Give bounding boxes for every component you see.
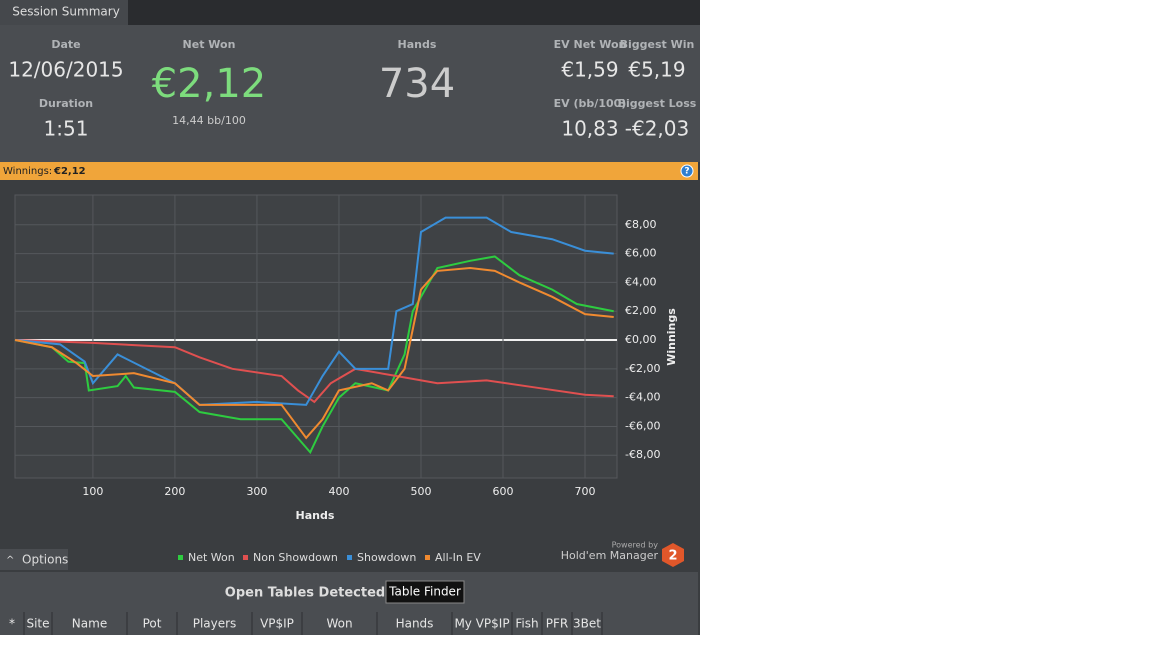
date-label: Date [51, 38, 80, 51]
hands-label: Hands [398, 38, 437, 51]
options-button[interactable] [0, 549, 68, 570]
column-header[interactable]: Site [26, 617, 49, 631]
legend-label: Non Showdown [253, 551, 338, 564]
legend-swatch [243, 555, 248, 560]
powered-by: Powered by [612, 541, 659, 550]
bb100-value: 14,44 bb/100 [172, 114, 246, 127]
table-finder-label[interactable]: Table Finder [388, 585, 461, 599]
biggest-loss-value: -€2,03 [625, 117, 689, 141]
y-tick-label: -€8,00 [625, 448, 660, 461]
column-header[interactable]: Players [193, 617, 237, 631]
y-tick-label: -€2,00 [625, 362, 660, 375]
table-header: * Site Name Pot Players VP$IP Won Hands My VP$IP… [9, 612, 603, 635]
legend-label: Net Won [188, 551, 235, 564]
x-tick-label: 700 [575, 485, 596, 498]
summary-panel [0, 25, 700, 162]
net-won-value: €2,12 [152, 61, 267, 107]
plot-area [14, 194, 618, 479]
tab[interactable] [0, 0, 128, 25]
net-won-label: Net Won [183, 38, 236, 51]
x-tick-label: 200 [164, 485, 185, 498]
open-tables-panel [0, 572, 698, 635]
ev-net-won-label: EV Net Won [554, 38, 627, 51]
column-header[interactable]: My VP$IP [454, 617, 509, 631]
y-tick-label: €6,00 [625, 247, 657, 260]
x-tick-label: 300 [246, 485, 267, 498]
ev-net-won-value: €1,59 [561, 58, 618, 82]
biggest-win-value: €5,19 [628, 58, 685, 82]
hands-value: 734 [379, 61, 455, 107]
ev-bb100-label: EV (bb/100) [554, 97, 627, 110]
x-axis-label: Hands [296, 509, 335, 522]
options-caret[interactable]: ^ [6, 555, 14, 566]
ev-bb100-value: 10,83 [561, 117, 618, 141]
help-icon[interactable] [680, 164, 694, 178]
x-tick-label: 500 [410, 485, 431, 498]
options-label[interactable]: Options [22, 553, 68, 567]
column-header[interactable]: PFR [546, 617, 568, 631]
y-tick-label: -€6,00 [625, 419, 660, 432]
date-value: 12/06/2015 [8, 58, 123, 82]
legend-swatch [425, 555, 430, 560]
chart: -€8,00 -€6,00 -€4,00 -€2,00 €0,00 €2,00 €4,00 €… [14, 195, 660, 564]
y-tick-label: €4,00 [625, 275, 657, 288]
biggest-loss-label: Biggest Loss [618, 97, 697, 110]
column-header[interactable]: VP$IP [260, 617, 294, 631]
y-tick-label: -€4,00 [625, 391, 660, 404]
series-line [14, 255, 614, 455]
column-header[interactable]: Fish [515, 617, 538, 631]
open-tables-title: Open Tables Detected [225, 586, 385, 601]
y-tick-label: €2,00 [625, 304, 657, 317]
legend-label: All-In EV [435, 551, 481, 564]
winnings-label: Winnings: [3, 166, 52, 177]
column-header[interactable]: Won [326, 617, 352, 631]
brand-number: 2 [668, 549, 677, 564]
legend-swatch [347, 555, 352, 560]
x-tick-label: 400 [328, 485, 349, 498]
column-header[interactable]: Hands [396, 617, 434, 631]
winnings-bar [0, 162, 698, 180]
y-axis-label: Winnings [665, 308, 678, 366]
series-line [14, 267, 614, 440]
y-tick-label: €8,00 [625, 218, 657, 231]
duration-label: Duration [39, 97, 93, 110]
x-tick-label: 100 [82, 485, 103, 498]
column-header[interactable]: 3Bet [573, 617, 601, 631]
column-header[interactable]: * [9, 617, 15, 631]
biggest-win-label: Biggest Win [620, 38, 695, 51]
help-icon-glyph[interactable]: ? [684, 167, 689, 177]
winnings-value: €2,12 [53, 166, 86, 177]
column-header[interactable]: Name [72, 617, 107, 631]
y-tick-label: €0,00 [625, 333, 657, 346]
table-finder-button[interactable] [385, 580, 465, 604]
x-tick-label: 600 [492, 485, 513, 498]
column-header[interactable]: Pot [143, 617, 162, 631]
series-line [14, 216, 614, 406]
legend-swatch [178, 555, 183, 560]
brand: Hold'em Manager [561, 549, 659, 562]
tab-label[interactable]: Session Summary [12, 5, 120, 19]
brand-logo [662, 543, 684, 567]
series-line [14, 339, 614, 404]
legend-label: Showdown [357, 551, 416, 564]
duration-value: 1:51 [44, 117, 89, 141]
